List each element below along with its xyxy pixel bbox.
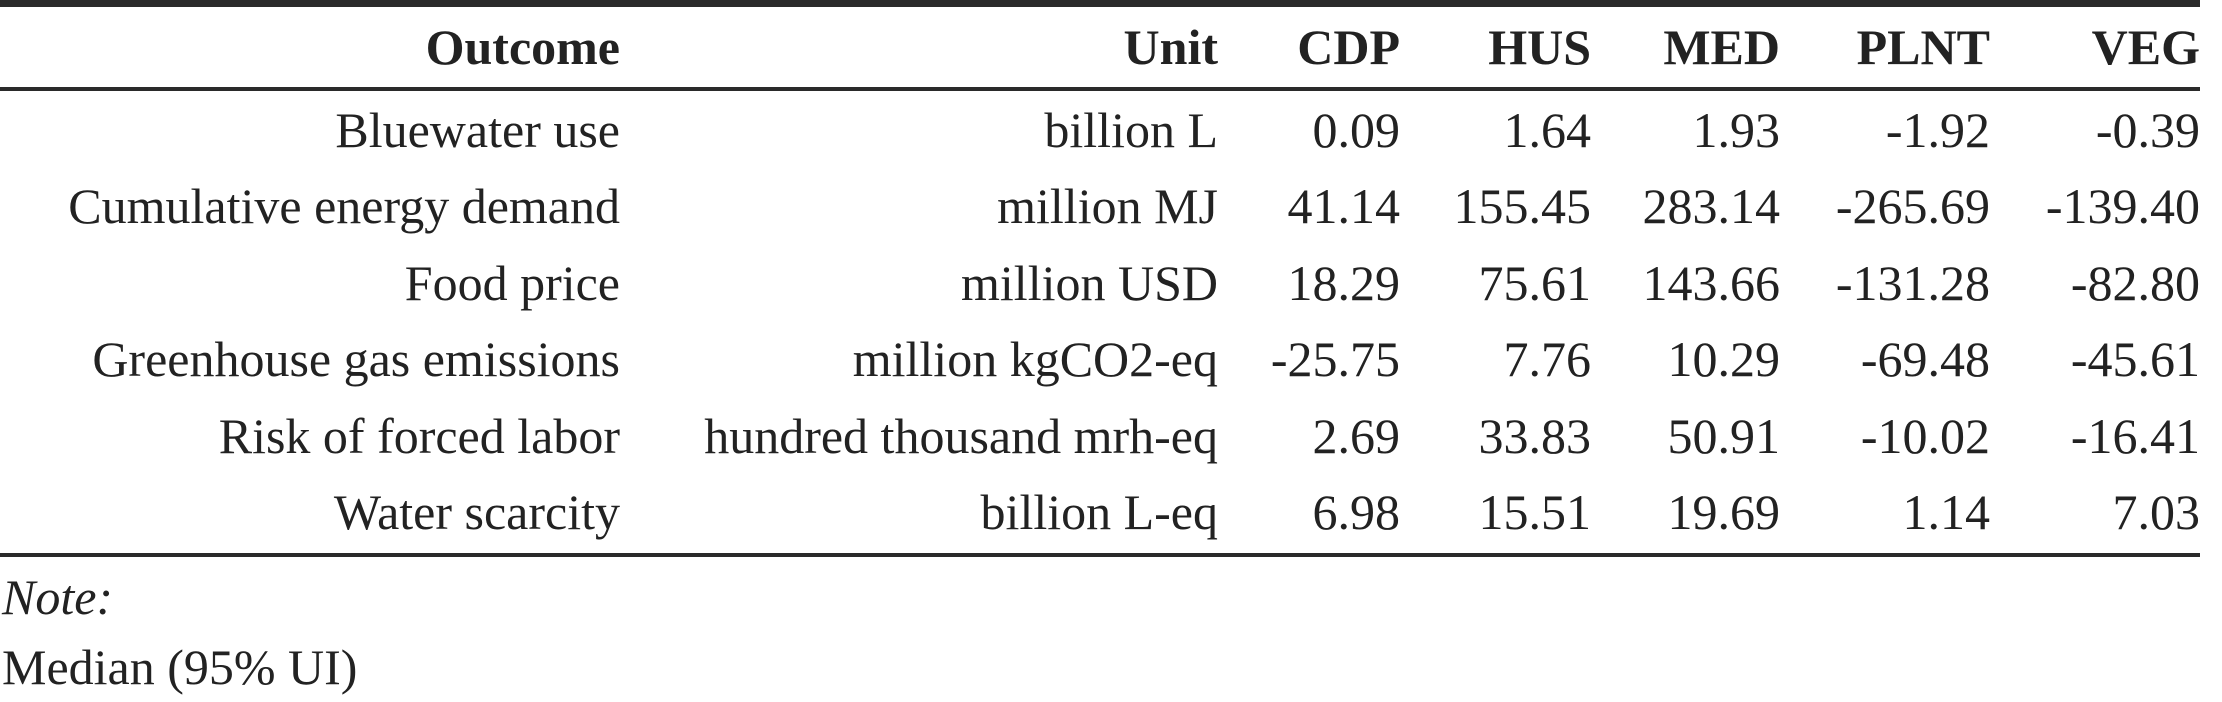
cell-plnt: -265.69 <box>1835 178 1990 234</box>
note-text: Median (95% UI) <box>2 639 358 695</box>
cell-unit: million MJ <box>997 178 1218 234</box>
table-row: Water scarcity billion L-eq 6.98 15.51 1… <box>0 474 2200 550</box>
cell-cdp: 41.14 <box>1287 178 1401 234</box>
note-label: Note: <box>2 569 114 625</box>
table-bottom-rule <box>0 553 2200 557</box>
header-outcome: Outcome <box>425 19 620 75</box>
cell-veg: 7.03 <box>2112 484 2201 540</box>
table-header-row: Outcome Unit CDP HUS MED PLNT VEG <box>0 9 2200 85</box>
cell-plnt: -10.02 <box>1860 408 1990 464</box>
header-cdp: CDP <box>1297 19 1400 75</box>
cell-hus: 75.61 <box>1478 255 1592 311</box>
header-veg: VEG <box>2091 19 2200 75</box>
cell-hus: 33.83 <box>1478 408 1592 464</box>
cell-hus: 155.45 <box>1453 178 1592 234</box>
cell-cdp: 0.09 <box>1312 102 1401 158</box>
cell-veg: -139.40 <box>2045 178 2200 234</box>
cell-unit: million USD <box>961 255 1218 311</box>
cell-outcome: Water scarcity <box>333 484 620 540</box>
cell-plnt: -69.48 <box>1860 331 1990 387</box>
cell-unit: billion L-eq <box>980 484 1218 540</box>
header-med: MED <box>1663 19 1780 75</box>
cell-outcome: Food price <box>404 255 620 311</box>
cell-hus: 15.51 <box>1478 484 1592 540</box>
cell-veg: -45.61 <box>2070 331 2200 387</box>
header-hus: HUS <box>1488 19 1591 75</box>
header-plnt: PLNT <box>1856 19 1990 75</box>
cell-veg: -82.80 <box>2070 255 2200 311</box>
cell-med: 143.66 <box>1642 255 1781 311</box>
cell-cdp: 6.98 <box>1312 484 1401 540</box>
cell-veg: -16.41 <box>2070 408 2200 464</box>
table-header-rule <box>0 87 2200 91</box>
cell-plnt: 1.14 <box>1902 484 1991 540</box>
cell-cdp: -25.75 <box>1270 331 1400 387</box>
cell-med: 283.14 <box>1642 178 1781 234</box>
table-row: Greenhouse gas emissions million kgCO2-e… <box>0 321 2200 397</box>
cell-unit: million kgCO2-eq <box>852 331 1218 387</box>
cell-hus: 1.64 <box>1503 102 1592 158</box>
cell-cdp: 2.69 <box>1312 408 1401 464</box>
table-top-rule <box>0 0 2200 7</box>
cell-outcome: Bluewater use <box>335 102 620 158</box>
cell-med: 1.93 <box>1692 102 1781 158</box>
cell-hus: 7.76 <box>1503 331 1592 387</box>
table-row: Cumulative energy demand million MJ 41.1… <box>0 168 2200 244</box>
table-row: Risk of forced labor hundred thousand mr… <box>0 398 2200 474</box>
cell-cdp: 18.29 <box>1287 255 1401 311</box>
cell-plnt: -1.92 <box>1885 102 1990 158</box>
cell-outcome: Cumulative energy demand <box>68 178 620 234</box>
cell-unit: billion L <box>1044 102 1218 158</box>
cell-plnt: -131.28 <box>1835 255 1990 311</box>
cell-veg: -0.39 <box>2095 102 2200 158</box>
cell-outcome: Greenhouse gas emissions <box>92 331 620 387</box>
table-row: Food price million USD 18.29 75.61 143.6… <box>0 245 2200 321</box>
cell-outcome: Risk of forced labor <box>218 408 620 464</box>
cell-med: 50.91 <box>1667 408 1781 464</box>
cell-med: 10.29 <box>1667 331 1781 387</box>
cell-unit: hundred thousand mrh-eq <box>704 408 1218 464</box>
table-row: Bluewater use billion L 0.09 1.64 1.93 -… <box>0 92 2200 168</box>
cell-med: 19.69 <box>1667 484 1781 540</box>
header-unit: Unit <box>1123 19 1218 75</box>
